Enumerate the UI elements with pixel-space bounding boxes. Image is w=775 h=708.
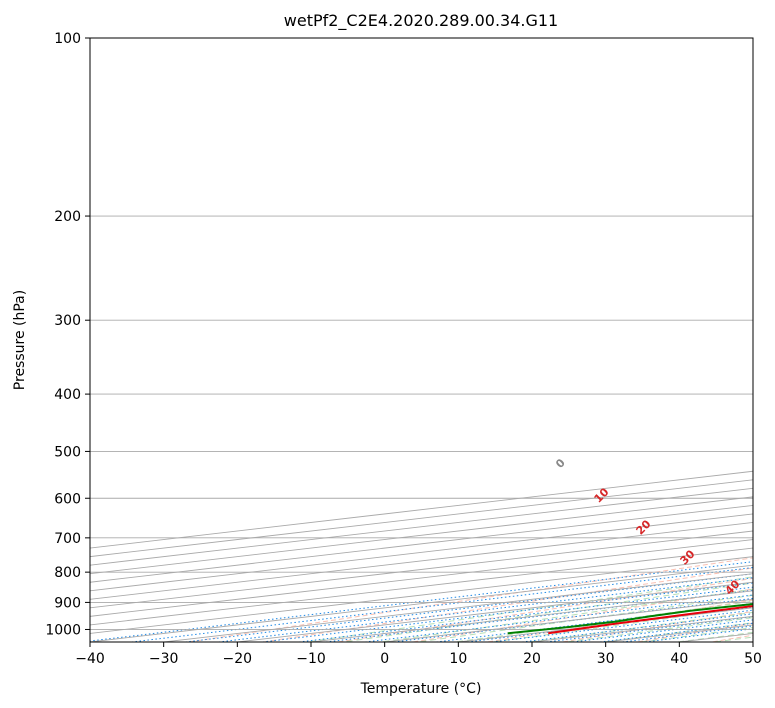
y-tick-label: 1000 [45,622,81,638]
y-tick-label: 600 [54,491,81,507]
moist-adiabat-line [303,576,753,642]
x-tick-label: 10 [449,651,467,667]
y-tick-label: 300 [54,313,81,329]
x-tick-label: −10 [296,651,326,667]
chart-title: wetPf2_C2E4.2020.289.00.34.G11 [284,11,558,31]
x-axis-label: Temperature (°C) [360,681,482,697]
y-tick-label: 900 [54,595,81,611]
isotherm-line [90,530,753,609]
y-axis-label: Pressure (hPa) [12,290,28,390]
isotherm-line [90,496,753,575]
y-tick-label: 400 [54,387,81,403]
y-tick-label: 200 [54,209,81,225]
plot-frame [89,37,754,643]
x-tick-label: −40 [75,651,105,667]
x-tick-label: −20 [223,651,253,667]
x-tick-label: 0 [380,651,389,667]
x-axis: −40 −30 −20 −10 0 10 20 30 40 50 [75,642,762,667]
isotherm-line [90,470,753,549]
mixing-ratio-line [294,586,753,642]
isotherm-line [90,487,753,566]
isotherm-line [90,522,753,600]
y-tick-label: 700 [54,531,81,547]
isotherm-line [90,479,753,558]
plot-background [90,38,753,642]
x-tick-label: 30 [597,651,615,667]
x-tick-label: 40 [670,651,688,667]
y-tick-label: 100 [54,31,81,47]
moist-adiabat-line [451,600,753,642]
isobar-grid [90,38,753,642]
x-tick-label: −30 [149,651,179,667]
y-tick-label: 800 [54,565,81,581]
y-axis: 100 200 300 400 500 600 700 800 900 1000 [45,31,90,638]
isotherm-line [90,513,753,592]
isotherm-line [90,504,753,583]
mixing-ratio-line [321,589,753,642]
y-tick-label: 500 [54,444,81,460]
mixing-ratio-line [361,594,753,642]
isotherm-line [90,539,753,617]
x-tick-label: 50 [744,651,762,667]
x-tick-label: 20 [523,651,541,667]
moist-adiabat-line [377,588,753,642]
